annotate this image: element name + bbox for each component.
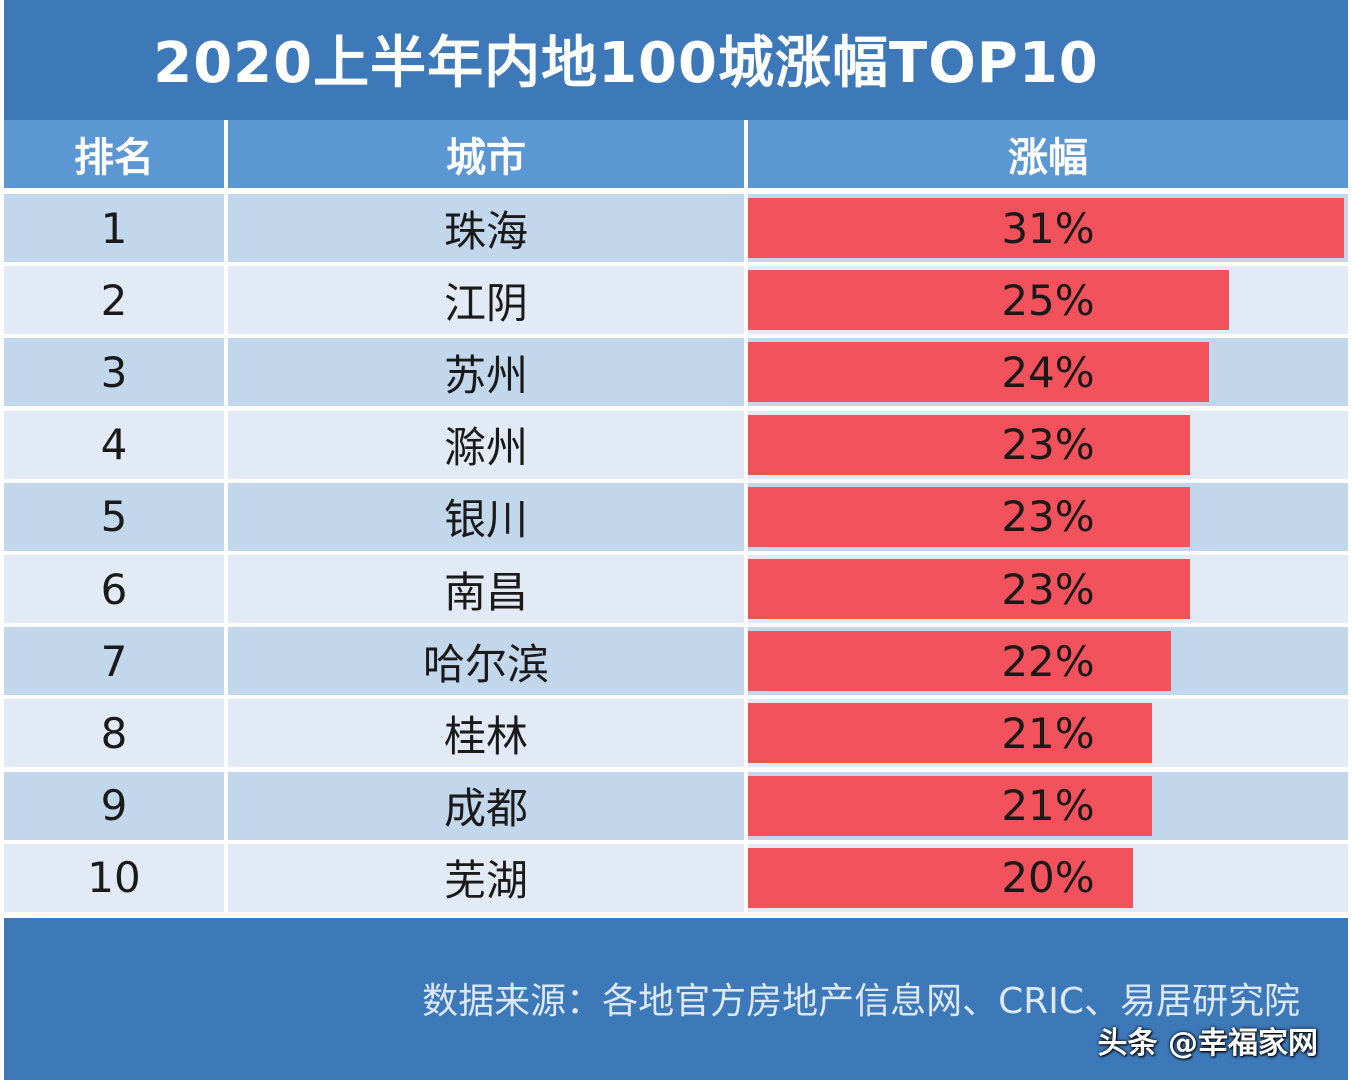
increase-label: 23% xyxy=(1001,564,1095,614)
increase-bar xyxy=(748,270,1229,331)
table-row: 10 芜湖 20% xyxy=(4,843,1348,912)
rank-cell: 3 xyxy=(100,347,128,397)
increase-bar xyxy=(748,775,1152,836)
increase-label: 21% xyxy=(1001,708,1095,758)
increase-bar xyxy=(748,486,1190,547)
increase-label: 23% xyxy=(1001,492,1095,542)
table-row: 2 江阴 25% xyxy=(4,266,1348,335)
increase-bar xyxy=(748,198,1344,258)
city-cell: 珠海 xyxy=(443,206,528,256)
table-row: 5 银川 23% xyxy=(4,482,1348,551)
table-row: 1 珠海 31% xyxy=(4,194,1348,262)
increase-label: 20% xyxy=(1001,853,1095,903)
table-row: 6 南昌 23% xyxy=(4,555,1348,623)
city-cell: 滁州 xyxy=(443,423,528,473)
title-bar: 2020上半年内地100城涨幅TOP10 xyxy=(4,0,1348,120)
column-divider xyxy=(224,120,228,918)
rank-cell: 6 xyxy=(100,564,128,614)
rank-cell: 9 xyxy=(100,781,128,831)
city-cell: 银川 xyxy=(443,495,528,545)
increase-label: 31% xyxy=(1001,203,1095,253)
chart-title: 2020上半年内地100城涨幅TOP10 xyxy=(153,30,1099,96)
rank-cell: 5 xyxy=(100,492,128,542)
table-row: 9 成都 21% xyxy=(4,771,1348,840)
increase-bar xyxy=(748,414,1190,475)
header-increase: 涨幅 xyxy=(1008,135,1088,181)
increase-bar xyxy=(748,631,1171,692)
column-divider xyxy=(744,120,748,918)
city-cell: 南昌 xyxy=(443,567,528,617)
watermark: 头条 @幸福家网 xyxy=(1097,1026,1318,1061)
footer: 数据来源：各地官方房地产信息网、CRIC、易居研究院 头条 @幸福家网 xyxy=(4,918,1348,1080)
rank-cell: 7 xyxy=(100,636,128,686)
city-cell: 苏州 xyxy=(443,350,528,400)
rank-cell: 2 xyxy=(100,275,128,325)
table-header: 排名 城市 涨幅 xyxy=(4,120,1348,188)
rank-cell: 4 xyxy=(100,420,128,470)
rank-cell: 10 xyxy=(87,853,141,903)
increase-bar xyxy=(748,559,1190,619)
increase-label: 25% xyxy=(1001,275,1095,325)
data-source: 数据来源：各地官方房地产信息网、CRIC、易居研究院 xyxy=(422,981,1300,1022)
increase-label: 23% xyxy=(1001,420,1095,470)
city-cell: 哈尔滨 xyxy=(422,639,549,689)
header-rank: 排名 xyxy=(74,135,154,181)
header-city: 城市 xyxy=(446,135,526,181)
table-row: 8 桂林 21% xyxy=(4,699,1348,768)
increase-label: 22% xyxy=(1001,636,1095,686)
rank-cell: 8 xyxy=(100,708,128,758)
increase-label: 24% xyxy=(1001,347,1095,397)
table-row: 3 苏州 24% xyxy=(4,338,1348,407)
city-cell: 成都 xyxy=(443,784,528,834)
increase-label: 21% xyxy=(1001,781,1095,831)
city-cell: 桂林 xyxy=(443,711,528,761)
increase-bar xyxy=(748,847,1133,908)
city-cell: 江阴 xyxy=(443,278,528,328)
increase-bar xyxy=(748,703,1152,764)
table-row: 4 滁州 23% xyxy=(4,410,1348,479)
table-row: 7 哈尔滨 22% xyxy=(4,627,1348,696)
increase-bar xyxy=(748,342,1209,403)
rank-cell: 1 xyxy=(100,203,128,253)
city-cell: 芜湖 xyxy=(443,856,528,906)
